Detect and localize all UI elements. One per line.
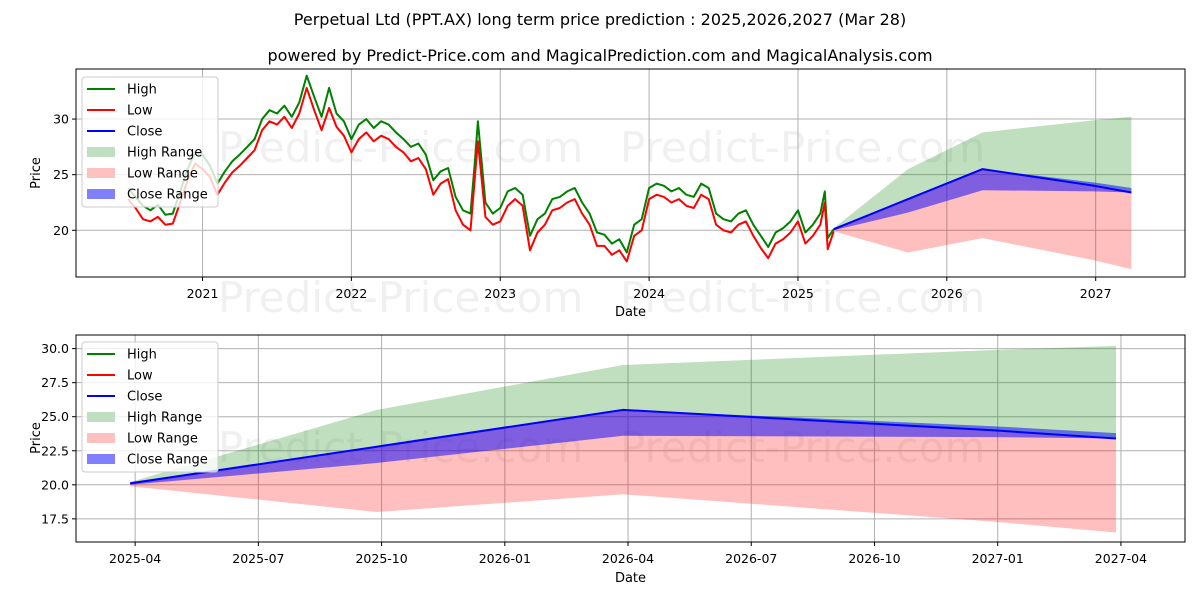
y-tick-label: 20 <box>53 223 69 238</box>
axes-frame <box>75 334 1186 543</box>
watermark-text: Predict-Price.com <box>620 123 985 172</box>
x-axis-label: Date <box>615 305 646 320</box>
legend-swatch-low-range <box>87 168 115 178</box>
x-tick-label: 2027-01 <box>972 551 1024 566</box>
y-tick-label: 30 <box>53 112 69 127</box>
x-tick-label: 2026-10 <box>848 551 900 566</box>
legend-label: High <box>127 83 157 98</box>
close-line <box>130 408 1117 485</box>
legend-label: Close Range <box>127 188 208 203</box>
x-tick-label: 2026 <box>931 286 963 301</box>
x-tick-label: 2024 <box>633 286 665 301</box>
y-tick-label: 25 <box>53 167 69 182</box>
legend-label: Low Range <box>127 432 198 447</box>
legend-swatch-low-range <box>87 433 115 443</box>
y-tick-label: 20.0 <box>41 477 69 492</box>
legend-label: Low <box>127 369 153 384</box>
close-range-area <box>833 169 1132 231</box>
watermark-text: Predict-Price.com <box>218 273 583 322</box>
legend-label: High <box>127 348 157 363</box>
x-tick-label: 2023 <box>484 286 516 301</box>
high-line <box>127 74 835 254</box>
legend-label: Low Range <box>127 167 198 182</box>
y-tick-label: 17.5 <box>41 511 69 526</box>
legend-label: Close <box>127 390 162 405</box>
x-tick-label: 2022 <box>335 286 367 301</box>
x-tick-label: 2025 <box>782 286 814 301</box>
x-axis-label: Date <box>615 571 646 586</box>
chart-subtitle: powered by Predict-Price.com and Magical… <box>267 46 933 65</box>
legend-swatch-high-range <box>87 412 115 422</box>
legend-swatch-close-range <box>87 454 115 464</box>
y-tick-label: 27.5 <box>41 375 69 390</box>
legend-label: Low <box>127 104 153 119</box>
high-range-area <box>130 345 1116 484</box>
chart-panel-2: Predict-Price.comPredict-Price.com2025-0… <box>29 334 1186 586</box>
legend-label: High Range <box>127 411 202 426</box>
chart-panel-1: Predict-Price.com Predict-Price.com Predic… <box>29 68 1186 322</box>
x-tick-label: 2025-10 <box>355 551 407 566</box>
y-tick-label: 30.0 <box>41 341 69 356</box>
low-range-area <box>130 409 1116 533</box>
y-axis-label: Price <box>29 157 44 189</box>
y-tick-label: 25.0 <box>41 409 69 424</box>
legend-box <box>81 341 219 473</box>
legend-label: Close Range <box>127 453 208 468</box>
x-tick-label: 2027 <box>1080 286 1112 301</box>
low-line <box>127 86 835 263</box>
legend-box <box>81 76 219 208</box>
y-tick-label: 22.5 <box>41 443 69 458</box>
x-tick-label: 2025-07 <box>232 551 284 566</box>
y-axis-label: Price <box>29 422 44 454</box>
legend: High Low Close High Range Low Range Close Ran… <box>81 76 219 208</box>
high-range-area <box>833 116 1132 230</box>
legend-swatch-close-range <box>87 189 115 199</box>
legend-label: Close <box>127 125 162 140</box>
close-line <box>833 168 1132 231</box>
legend-swatch-high-range <box>87 147 115 157</box>
legend: High Low Close High Range Low Range Close Ran… <box>81 341 219 473</box>
close-range-area <box>130 409 1116 485</box>
x-tick-label: 2026-04 <box>602 551 654 566</box>
low-range-area <box>833 169 1132 270</box>
x-tick-label: 2026-01 <box>479 551 531 566</box>
x-tick-label: 2026-07 <box>725 551 777 566</box>
x-tick-label: 2027-04 <box>1095 551 1147 566</box>
watermark-text: Predict-Price.com <box>218 123 583 172</box>
axes-frame <box>75 68 1186 278</box>
chart-title: Perpetual Ltd (PPT.AX) long term price p… <box>293 10 907 29</box>
x-tick-label: 2025-04 <box>109 551 161 566</box>
legend-label: High Range <box>127 146 202 161</box>
watermark-text: Predict-Price.com <box>620 273 985 322</box>
x-tick-label: 2021 <box>187 286 219 301</box>
